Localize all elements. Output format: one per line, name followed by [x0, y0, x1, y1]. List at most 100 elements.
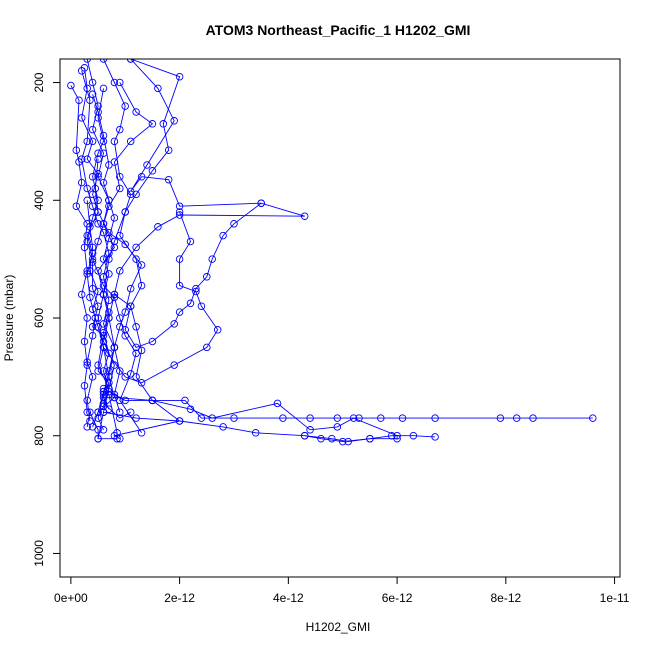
data-point [83, 196, 91, 205]
x-tick-label: 0e+00 [54, 591, 88, 605]
data-point [88, 137, 97, 146]
profile-series [110, 393, 401, 446]
data-point [159, 120, 168, 128]
data-point [170, 320, 178, 328]
data-point [99, 399, 108, 408]
data-point [121, 308, 129, 316]
data-point [192, 287, 200, 296]
data-point [83, 137, 91, 146]
data-point [148, 396, 157, 405]
data-point [105, 249, 113, 258]
data-point [86, 408, 94, 416]
data-point [105, 349, 113, 358]
data-point [137, 261, 146, 269]
data-point [121, 373, 129, 381]
data-point [154, 84, 162, 93]
data-point [94, 220, 102, 228]
data-point [132, 343, 140, 352]
x-axis-label: H1202_GMI [306, 620, 371, 634]
data-point [377, 414, 385, 422]
data-point [110, 343, 119, 352]
data-point [170, 117, 178, 125]
data-point [589, 414, 597, 422]
data-point [132, 190, 140, 199]
data-point [143, 161, 151, 169]
data-point [99, 84, 108, 93]
data-point [393, 431, 401, 440]
data-point [208, 255, 216, 263]
data-point [121, 240, 129, 249]
data-point [105, 196, 113, 205]
data-point [116, 267, 124, 275]
profile-series [99, 408, 439, 446]
data-point [181, 396, 189, 405]
data-point [83, 184, 91, 193]
data-point [148, 337, 157, 346]
data-point [99, 343, 108, 352]
data-point [116, 172, 124, 181]
data-point [99, 328, 108, 337]
data-point [72, 202, 81, 210]
profile-series [67, 81, 91, 416]
x-tick-label: 6e-12 [382, 591, 413, 605]
data-point [132, 243, 140, 252]
data-point [409, 431, 418, 440]
data-point [77, 67, 86, 75]
data-point [94, 237, 102, 246]
data-point [257, 199, 265, 207]
data-point [105, 202, 113, 210]
data-point [113, 434, 121, 443]
profile-line [103, 211, 219, 384]
profile-series [83, 387, 121, 443]
data-point [94, 102, 102, 110]
data-point [88, 323, 97, 331]
data-point [94, 287, 102, 296]
profile-series [77, 64, 102, 425]
data-point [306, 426, 314, 434]
data-point [94, 208, 102, 216]
data-point [230, 220, 238, 228]
plot-frame [59, 58, 621, 578]
data-point [186, 237, 195, 246]
data-point [86, 293, 94, 302]
data-point [83, 408, 91, 416]
profile-series [88, 90, 119, 411]
data-point [349, 414, 358, 422]
profile-series [99, 384, 597, 422]
data-point [300, 431, 309, 440]
y-tick-label: 1000 [32, 540, 46, 567]
data-point [94, 155, 102, 163]
profile-line [86, 88, 142, 434]
data-point [94, 196, 102, 205]
data-point [86, 223, 94, 231]
data-point [175, 281, 184, 290]
data-point [148, 120, 157, 128]
data-point [393, 434, 401, 443]
y-tick-label: 200 [32, 72, 46, 92]
data-point [116, 184, 124, 193]
data-point [91, 184, 100, 193]
data-point [99, 255, 108, 263]
data-point [126, 302, 135, 310]
data-point [121, 208, 129, 216]
data-point [512, 414, 521, 422]
data-point [175, 208, 184, 216]
data-point [88, 305, 97, 313]
data-point [91, 314, 100, 322]
data-point [80, 243, 89, 252]
data-point [197, 414, 206, 422]
data-point [496, 414, 505, 422]
data-point [110, 243, 119, 252]
data-point [300, 212, 309, 220]
x-tick-label: 2e-12 [164, 591, 195, 605]
data-point [105, 379, 113, 387]
profile-series [83, 84, 146, 437]
profile-line [86, 59, 115, 439]
x-tick-label: 8e-12 [490, 591, 521, 605]
chart-title: ATOM3 Northeast_Pacific_1 H1202_GMI [206, 22, 471, 38]
data-point [88, 125, 97, 134]
data-point [164, 146, 173, 154]
data-point [175, 255, 184, 263]
data-point [148, 167, 157, 175]
profile-line [81, 70, 115, 430]
